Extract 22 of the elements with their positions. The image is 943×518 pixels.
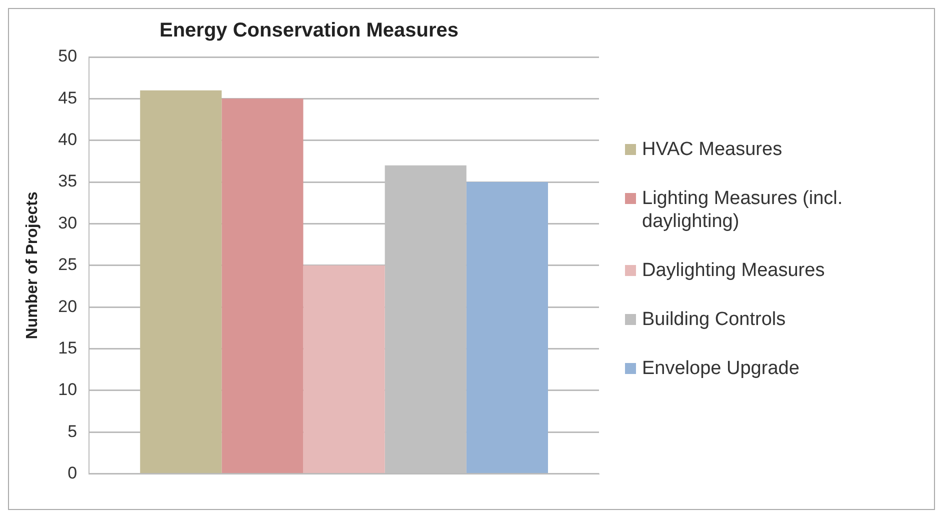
chart-title: Energy Conservation Measures: [160, 20, 458, 42]
legend-label: Daylighting Measures: [642, 259, 826, 282]
y-tick-label: 20: [58, 296, 78, 316]
bar: [303, 265, 385, 474]
y-tick-label: 10: [58, 380, 78, 400]
legend-label: Envelope Upgrade: [642, 357, 800, 380]
bar: [140, 90, 222, 474]
y-tick-label: 0: [68, 463, 78, 482]
y-tick-label: 15: [58, 338, 78, 358]
bar: [466, 182, 548, 474]
y-tick-label: 5: [68, 422, 78, 441]
y-tick-label: 25: [58, 255, 78, 274]
bar: [222, 98, 304, 474]
y-tick-label: 50: [58, 46, 78, 66]
y-tick-label: 40: [58, 130, 78, 150]
legend-label: Lighting Measures (incl. daylighting): [642, 187, 844, 233]
y-tick-label: 35: [58, 172, 78, 191]
y-tick-label: 30: [58, 213, 78, 232]
legend-label: Building Controls: [642, 308, 787, 331]
y-tick-label: 45: [58, 88, 78, 108]
y-axis-title: Number of Projects: [24, 192, 42, 340]
legend-label: HVAC Measures: [642, 138, 784, 161]
